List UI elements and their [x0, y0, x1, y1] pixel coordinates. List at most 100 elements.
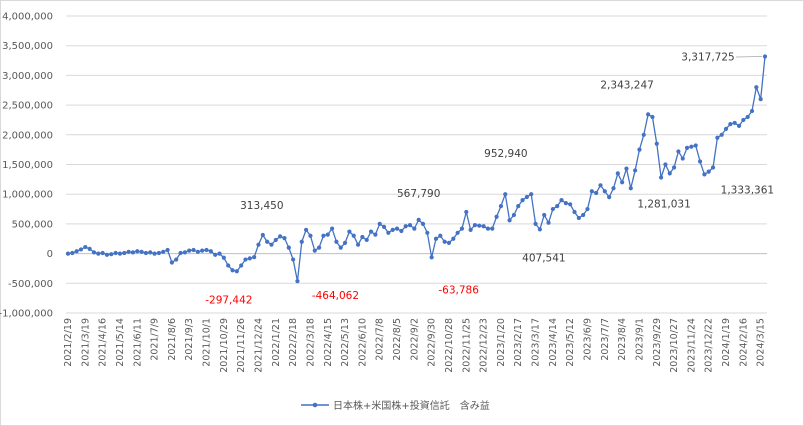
- data-point: [304, 227, 309, 232]
- data-point: [658, 175, 664, 180]
- x-tick-label: 2022/3/18: [305, 318, 316, 367]
- data-point: [459, 226, 465, 231]
- data-point: [477, 223, 482, 228]
- data-point: [377, 221, 382, 226]
- x-tick-label: 2021/9/3: [184, 318, 195, 361]
- data-point: [368, 229, 374, 234]
- data-label: 313,450: [240, 200, 283, 212]
- data-point: [104, 252, 110, 257]
- data-point: [715, 135, 720, 140]
- data-point: [252, 255, 257, 260]
- data-point: [195, 249, 200, 254]
- data-point: [503, 192, 508, 197]
- data-point: [498, 203, 504, 209]
- data-point: [117, 251, 123, 256]
- data-point: [390, 227, 395, 232]
- legend-label: 日本株+米国株+投資信託 含み益: [333, 399, 490, 412]
- data-point: [468, 227, 473, 232]
- data-point: [91, 250, 97, 255]
- data-point: [429, 255, 434, 260]
- x-tick-label: 2022/4/15: [323, 318, 334, 367]
- data-point: [169, 260, 175, 265]
- data-point: [373, 232, 378, 237]
- data-label: -464,062: [312, 290, 359, 302]
- y-tick-label: -500,000: [8, 279, 53, 290]
- data-point: [126, 249, 131, 254]
- x-tick-label: 2023/12/22: [704, 318, 715, 373]
- data-point: [83, 244, 88, 250]
- x-tick-label: 2021/8/6: [167, 318, 178, 361]
- data-point: [226, 263, 231, 268]
- data-point: [762, 54, 768, 59]
- data-point: [542, 212, 547, 218]
- x-tick-label: 2023/6/9: [583, 318, 594, 361]
- data-point: [585, 206, 590, 212]
- data-labels: -297,442 313,450 -464,062 567,790 -63,786 952…: [205, 52, 774, 307]
- data-point: [516, 203, 521, 209]
- data-point: [416, 217, 421, 222]
- data-label: 1,281,031: [637, 199, 690, 211]
- x-tick-label: 2023/9/29: [652, 318, 663, 367]
- data-point: [490, 226, 495, 231]
- x-tick-label: 2021/11/26: [236, 318, 247, 373]
- data-point: [260, 232, 265, 238]
- data-point: [646, 112, 651, 117]
- x-tick-label: 2022/9/2: [409, 318, 420, 361]
- data-point: [546, 220, 551, 225]
- x-tick-label: 2022/2/18: [288, 318, 299, 367]
- x-tick-label: 2021/4/16: [98, 318, 109, 367]
- data-point: [624, 166, 629, 171]
- data-point: [351, 233, 356, 238]
- data-point: [641, 132, 646, 137]
- data-point: [598, 183, 603, 188]
- data-point: [321, 233, 326, 238]
- data-point: [533, 221, 538, 226]
- data-point: [758, 97, 763, 102]
- data-label: 567,790: [397, 188, 440, 200]
- y-tick-label: 3,000,000: [2, 71, 53, 82]
- x-tick-label: 2023/5/12: [565, 318, 576, 367]
- data-point: [576, 215, 581, 221]
- data-point: [334, 239, 339, 244]
- data-point: [684, 145, 690, 150]
- data-point: [589, 189, 594, 194]
- data-point: [329, 226, 335, 231]
- x-tick-label: 2024/1/19: [721, 318, 732, 367]
- data-point: [723, 126, 729, 131]
- data-label: 1,333,361: [721, 184, 774, 196]
- data-point: [572, 209, 577, 215]
- data-point: [291, 257, 296, 262]
- data-point: [239, 263, 244, 268]
- y-tick-label: 500,000: [12, 219, 53, 230]
- data-point: [481, 224, 486, 229]
- data-point: [139, 249, 144, 254]
- data-point: [78, 247, 84, 252]
- data-point: [550, 206, 555, 212]
- data-point: [269, 242, 274, 247]
- data-point: [650, 114, 655, 120]
- x-tick-label: 2023/9/1: [634, 318, 645, 361]
- data-point: [148, 250, 153, 255]
- data-point: [537, 227, 542, 232]
- data-point: [174, 257, 179, 262]
- data-point: [161, 249, 166, 254]
- data-point: [563, 201, 568, 206]
- series-line-path: [67, 56, 766, 282]
- data-point: [611, 186, 616, 191]
- x-tick-label: 2021/3/19: [80, 318, 91, 367]
- data-point: [559, 198, 564, 203]
- data-point: [425, 230, 430, 235]
- data-point: [676, 149, 681, 154]
- data-point: [663, 162, 668, 167]
- data-point: [728, 122, 733, 127]
- data-point: [187, 248, 192, 253]
- data-point: [394, 226, 400, 231]
- data-label: 2,343,247: [600, 79, 653, 91]
- x-tick-label: 2024/2/16: [738, 318, 749, 367]
- data-point: [191, 247, 196, 253]
- data-point: [438, 233, 443, 238]
- x-tick-label: 2022/10/28: [444, 318, 455, 373]
- data-point: [221, 255, 226, 260]
- data-point: [70, 250, 75, 256]
- data-point: [749, 108, 755, 114]
